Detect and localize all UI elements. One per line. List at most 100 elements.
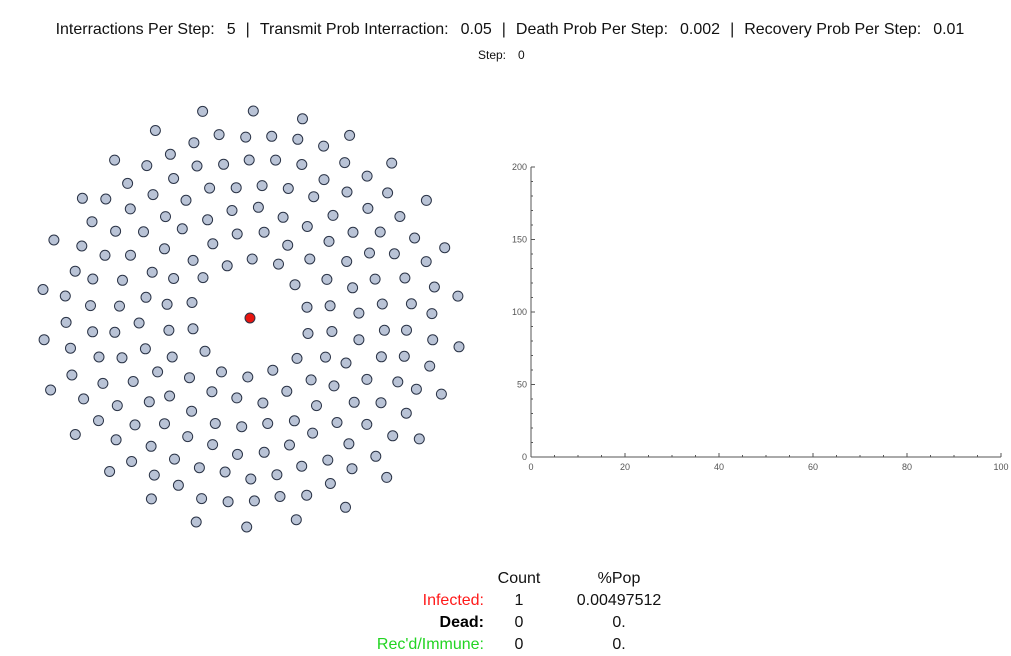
healthy-agent <box>326 326 338 337</box>
healthy-agent <box>69 429 81 440</box>
step-value: 0 <box>518 48 525 62</box>
infected-pct: 0.00497512 <box>576 592 662 609</box>
pct-header: %Pop <box>597 570 641 587</box>
healthy-agent <box>139 343 151 355</box>
healthy-agent <box>226 205 238 216</box>
y-tick-label: 100 <box>512 307 527 317</box>
healthy-agent <box>375 397 387 409</box>
parameters-bar: Interractions Per Step: 5 | Transmit Prob I… <box>0 0 1011 38</box>
healthy-agent <box>297 113 308 125</box>
population-simulation <box>37 105 465 533</box>
recovery-label: Recovery Prob Per Step: <box>744 21 922 38</box>
healthy-agent <box>243 154 255 166</box>
dead-row: Dead: 0 0. <box>360 612 684 634</box>
healthy-agent <box>281 385 293 397</box>
healthy-agent <box>76 192 88 204</box>
healthy-agent <box>324 478 336 489</box>
infected-count: 1 <box>514 592 524 609</box>
healthy-agent <box>218 158 230 170</box>
healthy-agent <box>311 400 322 412</box>
healthy-agent <box>288 415 300 427</box>
healthy-agent <box>328 380 340 392</box>
healthy-agent <box>346 463 358 475</box>
healthy-agent <box>341 256 353 267</box>
healthy-agent <box>87 326 99 338</box>
healthy-agent <box>427 334 439 346</box>
healthy-agent <box>111 400 123 412</box>
healthy-agent <box>370 450 382 462</box>
healthy-agent <box>321 273 333 285</box>
dead-pct: 0. <box>612 614 626 631</box>
healthy-agent <box>369 273 381 285</box>
healthy-agent <box>296 159 308 170</box>
healthy-agent <box>428 281 440 293</box>
healthy-agent <box>141 160 153 172</box>
healthy-agent <box>340 501 351 513</box>
healthy-agent <box>182 431 194 443</box>
healthy-agent <box>93 415 104 427</box>
healthy-agent <box>401 324 412 336</box>
healthy-agent <box>172 479 184 491</box>
healthy-agent <box>420 256 432 268</box>
healthy-agent <box>405 298 417 310</box>
dead-label: Dead: <box>439 614 484 631</box>
healthy-agent <box>133 317 145 329</box>
healthy-agent <box>114 300 125 312</box>
healthy-agent <box>197 272 209 284</box>
infected-label: Infected: <box>422 592 484 609</box>
separator: | <box>245 21 250 38</box>
healthy-agent <box>282 183 294 194</box>
healthy-agent <box>207 238 219 250</box>
healthy-agent <box>252 201 264 213</box>
healthy-agent <box>160 211 171 223</box>
healthy-agent <box>364 247 375 259</box>
healthy-agent <box>245 473 257 485</box>
healthy-agent <box>374 226 386 238</box>
healthy-agent <box>247 105 259 117</box>
healthy-agent <box>180 194 192 206</box>
healthy-agent <box>93 351 105 363</box>
healthy-agent <box>347 226 359 238</box>
healthy-agent <box>78 393 90 405</box>
infected-agent <box>244 312 256 324</box>
healthy-agent <box>302 328 314 339</box>
healthy-agent <box>86 216 98 228</box>
healthy-agent <box>361 373 373 385</box>
healthy-agent <box>66 369 78 381</box>
healthy-agent <box>164 148 176 160</box>
healthy-agent <box>85 300 96 312</box>
healthy-agent <box>420 194 432 206</box>
healthy-agent <box>435 388 447 400</box>
healthy-agent <box>109 154 121 166</box>
healthy-agent <box>100 193 112 205</box>
healthy-agent <box>424 360 436 372</box>
dead-count: 0 <box>514 614 524 631</box>
y-tick-label: 150 <box>512 235 527 245</box>
healthy-agent <box>344 129 356 141</box>
healthy-agent <box>246 253 258 265</box>
healthy-agent <box>339 157 351 169</box>
healthy-agent <box>292 133 304 145</box>
healthy-agent <box>353 307 365 319</box>
healthy-agent <box>378 324 390 336</box>
healthy-agent <box>159 243 170 255</box>
healthy-agent <box>197 105 209 117</box>
healthy-agent <box>409 232 421 244</box>
healthy-agent <box>146 266 158 278</box>
x-tick-label: 60 <box>808 462 818 472</box>
healthy-agent <box>318 174 330 186</box>
healthy-agent <box>149 125 161 136</box>
healthy-agent <box>169 453 180 465</box>
healthy-agent <box>145 440 157 452</box>
healthy-agent <box>399 272 411 284</box>
healthy-agent <box>76 240 88 252</box>
healthy-agent <box>387 430 399 442</box>
healthy-agent <box>222 496 234 508</box>
healthy-agent <box>186 297 198 308</box>
healthy-agent <box>147 189 159 201</box>
healthy-agent <box>453 341 465 353</box>
healthy-agent <box>291 352 303 364</box>
healthy-agent <box>258 446 270 458</box>
recovered-pct: 0. <box>612 636 626 653</box>
healthy-agent <box>204 182 216 194</box>
